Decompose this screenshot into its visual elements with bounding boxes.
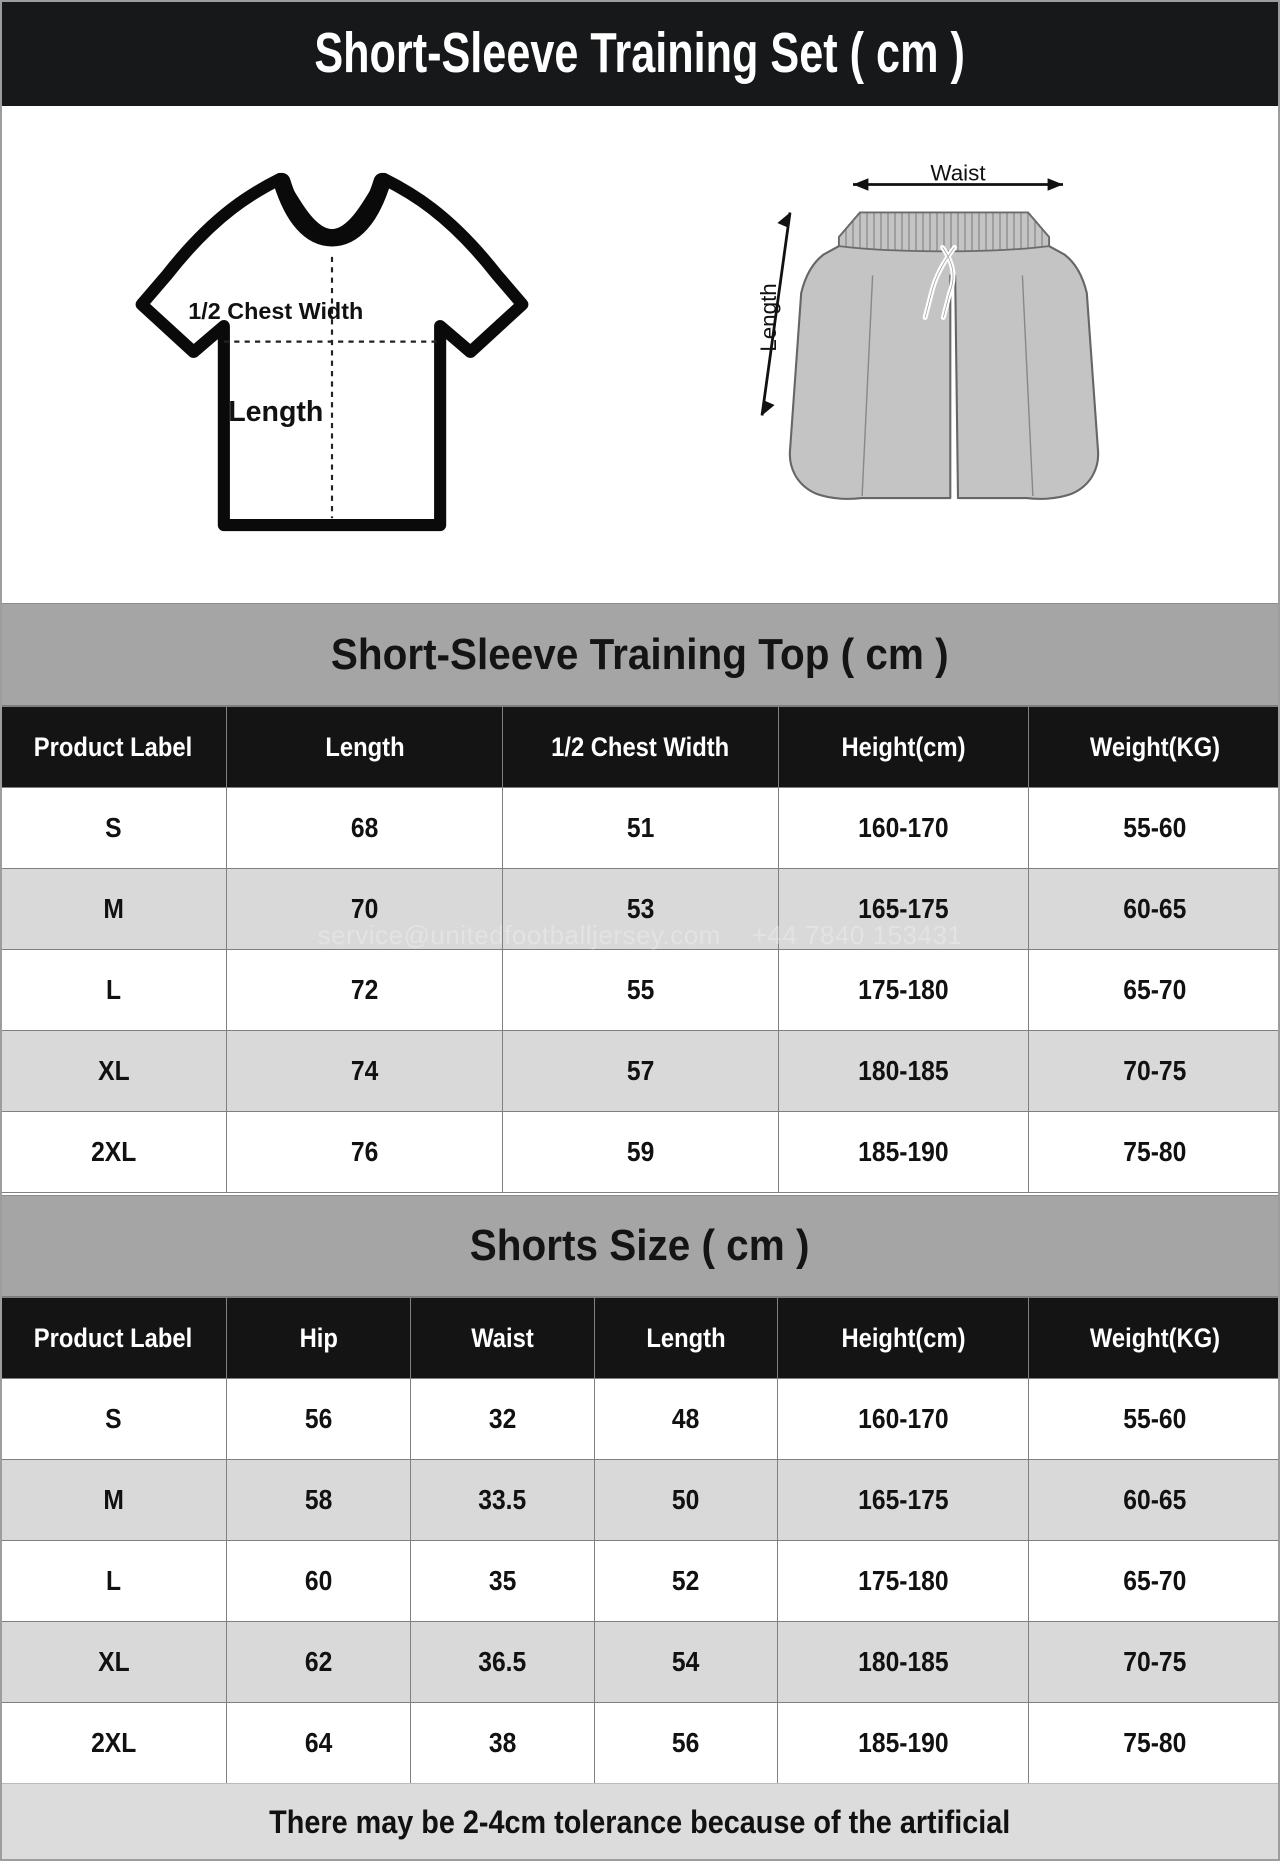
svg-text:Length: Length [756, 283, 781, 351]
svg-text:1/2 Chest Width: 1/2 Chest Width [188, 298, 363, 324]
svg-text:Waist: Waist [930, 160, 986, 185]
svg-text:Length: Length [228, 396, 323, 428]
